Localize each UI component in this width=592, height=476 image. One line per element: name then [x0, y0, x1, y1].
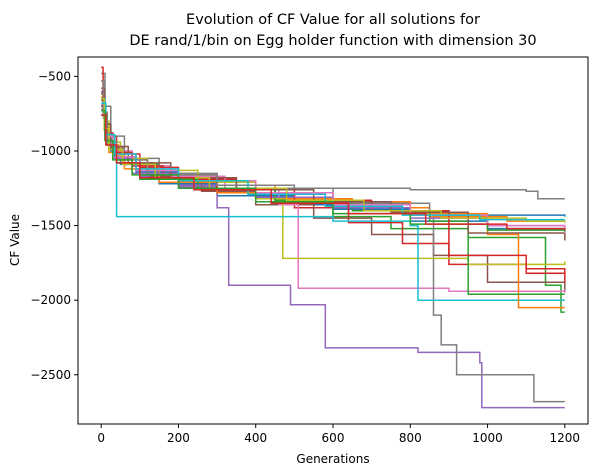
plot-frame [77, 56, 589, 425]
x-axis-label: Generations [296, 452, 369, 466]
x-tick-label: 1000 [472, 431, 503, 445]
y-tick-label: −1000 [30, 144, 71, 158]
chart-title-line-2: DE rand/1/bin on Egg holder function wit… [129, 33, 536, 49]
y-tick-label: −500 [38, 69, 71, 83]
series-line-18 [101, 80, 565, 200]
x-tick-label: 0 [97, 431, 105, 445]
x-tick-label: 400 [244, 431, 267, 445]
series-line-20 [101, 102, 565, 221]
chart-title-line-1: Evolution of CF Value for all solutions … [186, 12, 480, 28]
series-line-16 [101, 87, 566, 241]
y-axis-ticks: −2500 −2000 −1500 −1000 −500 [30, 69, 78, 382]
x-axis-ticks: 0 200 400 600 800 1000 1200 [97, 424, 580, 445]
y-axis-label: CF Value [8, 214, 22, 266]
plot-area [101, 66, 566, 409]
series-line-22 [101, 114, 566, 231]
x-tick-label: 200 [167, 431, 190, 445]
y-tick-label: −2000 [30, 293, 71, 307]
y-tick-label: −1500 [30, 219, 71, 233]
y-tick-label: −2500 [30, 368, 71, 382]
series-line-5 [101, 90, 565, 409]
x-tick-label: 600 [322, 431, 345, 445]
x-tick-label: 800 [399, 431, 422, 445]
series-line-17 [101, 103, 566, 233]
x-tick-label: 1200 [550, 431, 581, 445]
